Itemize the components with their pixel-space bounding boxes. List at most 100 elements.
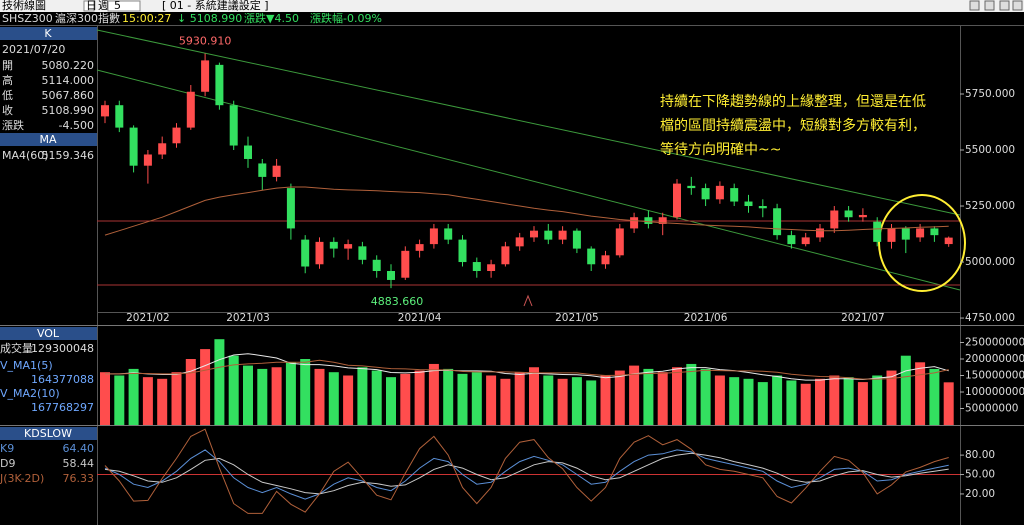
y-tick-label: 5000.000	[965, 256, 1015, 268]
candle-body	[158, 143, 167, 155]
panel-header-label: MA	[39, 133, 56, 146]
volume-bar	[486, 375, 497, 425]
candle-body	[272, 165, 281, 177]
window-button[interactable]	[1012, 0, 1023, 11]
panel-header	[0, 327, 97, 340]
candle-body	[444, 228, 453, 240]
candle-body	[572, 230, 581, 249]
tab-label[interactable]: 週	[98, 0, 109, 12]
candle-body	[658, 217, 667, 224]
window-button[interactable]	[999, 0, 1010, 11]
panel-header	[0, 133, 97, 146]
info-value: -4.500	[59, 119, 94, 132]
volume-bar	[529, 367, 539, 425]
marker	[523, 294, 533, 307]
high-label: 5930.910	[179, 34, 232, 47]
volume-bar	[800, 383, 811, 425]
volume-bar	[357, 367, 368, 425]
window-button[interactable]	[969, 0, 980, 11]
candle-body	[215, 64, 224, 106]
volume-bar	[228, 355, 239, 425]
candle-body	[687, 185, 696, 189]
candle-body	[844, 210, 853, 218]
symbol: SHSZ300	[2, 12, 53, 25]
volume-bar	[600, 375, 611, 425]
candle-body	[286, 188, 295, 229]
candle-body	[544, 230, 553, 240]
info-value: 5067.860	[42, 89, 95, 102]
volume-bar	[214, 339, 225, 425]
volume-bar	[171, 372, 182, 425]
annotation: 檔的區間持續震盪中，短線對多方較有利，	[660, 117, 926, 134]
highlight-circle	[878, 194, 966, 292]
panel-header	[0, 27, 97, 40]
volume-bar	[743, 378, 754, 425]
candle-body	[301, 239, 310, 267]
volume-bar	[185, 359, 196, 425]
candle-body	[143, 154, 152, 166]
volume-bar	[757, 382, 768, 425]
panel-header-label: K	[44, 27, 52, 40]
volume-bar	[943, 382, 954, 425]
candle-body	[773, 208, 782, 236]
tab[interactable]	[83, 0, 95, 12]
setting-label[interactable]: [ 01 - 系統建議設定 ]	[162, 0, 269, 12]
volume-bar	[371, 370, 382, 425]
info-label: V_MA2(10)	[0, 387, 60, 400]
info-value: 5114.000	[42, 74, 95, 87]
candle-body	[758, 206, 767, 209]
volume-bar	[543, 375, 554, 425]
period-select[interactable]	[107, 0, 141, 12]
candle-body	[901, 228, 910, 240]
y-tick-label: 150000000	[965, 370, 1024, 382]
candle-body	[101, 105, 109, 117]
volume-bar	[786, 380, 797, 425]
tab-label[interactable]: 日	[86, 0, 97, 12]
low-label: 4883.660	[371, 295, 424, 308]
y-tick-label: 4750.000	[965, 312, 1015, 324]
window-button[interactable]	[984, 0, 995, 11]
y-tick-label: 50.00	[965, 469, 995, 481]
volume-bar	[128, 368, 139, 425]
candle-body	[501, 246, 510, 265]
volume-bar	[471, 372, 482, 425]
info-value: 58.44	[63, 457, 95, 470]
x-tick-label: 2021/07	[841, 312, 885, 324]
volume-bar	[414, 370, 425, 425]
candle-body	[530, 230, 538, 238]
volume-bar	[443, 368, 454, 425]
candle-body	[244, 145, 252, 159]
candle-body	[787, 235, 796, 245]
series-line	[105, 353, 949, 381]
candle-body	[429, 228, 438, 245]
x-tick-label: 2021/04	[398, 312, 442, 324]
candle-body	[930, 228, 939, 236]
candle-body	[715, 185, 724, 200]
volume-bar	[843, 377, 854, 425]
candle-body	[744, 201, 753, 207]
candle-body	[644, 217, 653, 224]
volume-bar	[557, 378, 568, 425]
info-label: 漲跌	[2, 118, 24, 132]
y-tick-label: 5250.000	[965, 200, 1015, 212]
volume-bar	[428, 363, 439, 425]
volume-bar	[114, 375, 125, 425]
volume-bar	[872, 375, 883, 425]
candle-body	[229, 105, 238, 146]
candle-body	[472, 262, 481, 271]
trend-line	[96, 29, 961, 216]
info-date: 2021/07/20	[2, 43, 65, 56]
candle-body	[673, 183, 681, 218]
info-value: 129300048	[31, 342, 94, 355]
quote-price: ↓ 5108.990	[177, 12, 242, 25]
volume-bar	[657, 372, 668, 425]
candle-body	[115, 105, 124, 128]
y-tick-label: 200000000	[965, 353, 1024, 365]
volume-bar	[200, 349, 211, 425]
y-tick-label: 50000000	[965, 403, 1018, 415]
info-label: 收	[2, 103, 13, 117]
info-value: 164377088	[31, 373, 94, 386]
y-tick-label: 250000000	[965, 337, 1024, 349]
volume-bar	[243, 365, 253, 425]
period-value[interactable]: 5	[114, 0, 121, 12]
